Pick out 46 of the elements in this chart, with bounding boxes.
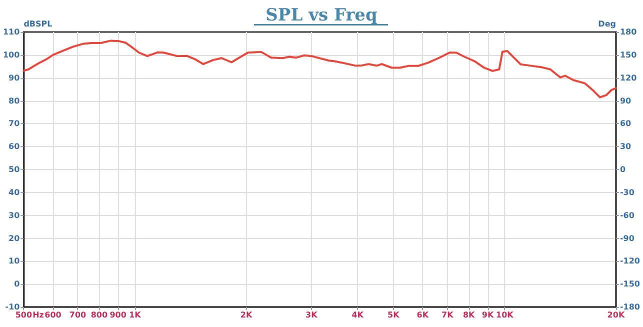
- x-tick-label: 800: [90, 310, 108, 320]
- y-tick-label: 20: [8, 234, 20, 243]
- x-tick-label: 2K: [240, 310, 253, 320]
- x-tick-label: 10K: [496, 310, 514, 320]
- y2-tick-label: 30: [620, 142, 632, 152]
- x-tick-label: 900: [110, 310, 127, 320]
- y-tick-label: 10: [8, 256, 20, 266]
- y2-tick-label: -180: [620, 302, 640, 312]
- y2-tick-label: 0: [620, 165, 626, 174]
- y-tick-label: 60: [8, 142, 20, 152]
- y-tick-label: 90: [8, 73, 20, 82]
- y2-tick-label: 150: [620, 50, 638, 60]
- y-tick-label: -10: [5, 302, 20, 312]
- x-tick-label: 6K: [416, 310, 430, 320]
- y2-tick-label: -60: [620, 210, 635, 220]
- x-tick-label: 9K: [482, 310, 494, 320]
- y2-tick-label: 60: [620, 119, 632, 128]
- y-tick-label: 110: [2, 28, 20, 36]
- y2-tick-label: 120: [620, 73, 638, 82]
- y-tick-label: 80: [8, 96, 20, 106]
- y2-tick-label: -30: [620, 188, 635, 197]
- y-axis-title: dBSPL: [24, 20, 52, 29]
- x-tick-label: 700: [69, 310, 87, 320]
- x-tick-label: 8K: [462, 310, 476, 320]
- x-tick-label: 600: [44, 310, 62, 320]
- y2-tick-label: -120: [620, 256, 640, 266]
- x-tick-label: 4K: [352, 310, 364, 320]
- y-tick-label: 40: [8, 188, 20, 197]
- y2-axis-title: Deg: [598, 20, 616, 29]
- x-tick-label: 5K: [388, 310, 400, 320]
- y-tick-label: 0: [14, 280, 20, 289]
- y2-tick-label: -90: [620, 234, 635, 243]
- y-tick-label: 30: [8, 210, 20, 220]
- x-tick-label: 1K: [129, 310, 142, 320]
- x-tick-label: 20K: [607, 310, 626, 320]
- y-tick-label: 70: [8, 119, 20, 128]
- x-tick-label: 7K: [442, 310, 454, 320]
- chart-title: SPL vs Freq: [266, 6, 378, 26]
- x-tick-label: 500: [15, 310, 32, 320]
- x-tick-label: 3K: [306, 310, 318, 320]
- y-tick-label: 100: [2, 50, 20, 60]
- y2-tick-label: 90: [620, 96, 632, 106]
- x-axis-title: Hz: [32, 310, 44, 320]
- y2-tick-label: 180: [620, 28, 638, 36]
- y-tick-label: 50: [8, 165, 20, 174]
- y2-tick-label: -150: [620, 280, 640, 289]
